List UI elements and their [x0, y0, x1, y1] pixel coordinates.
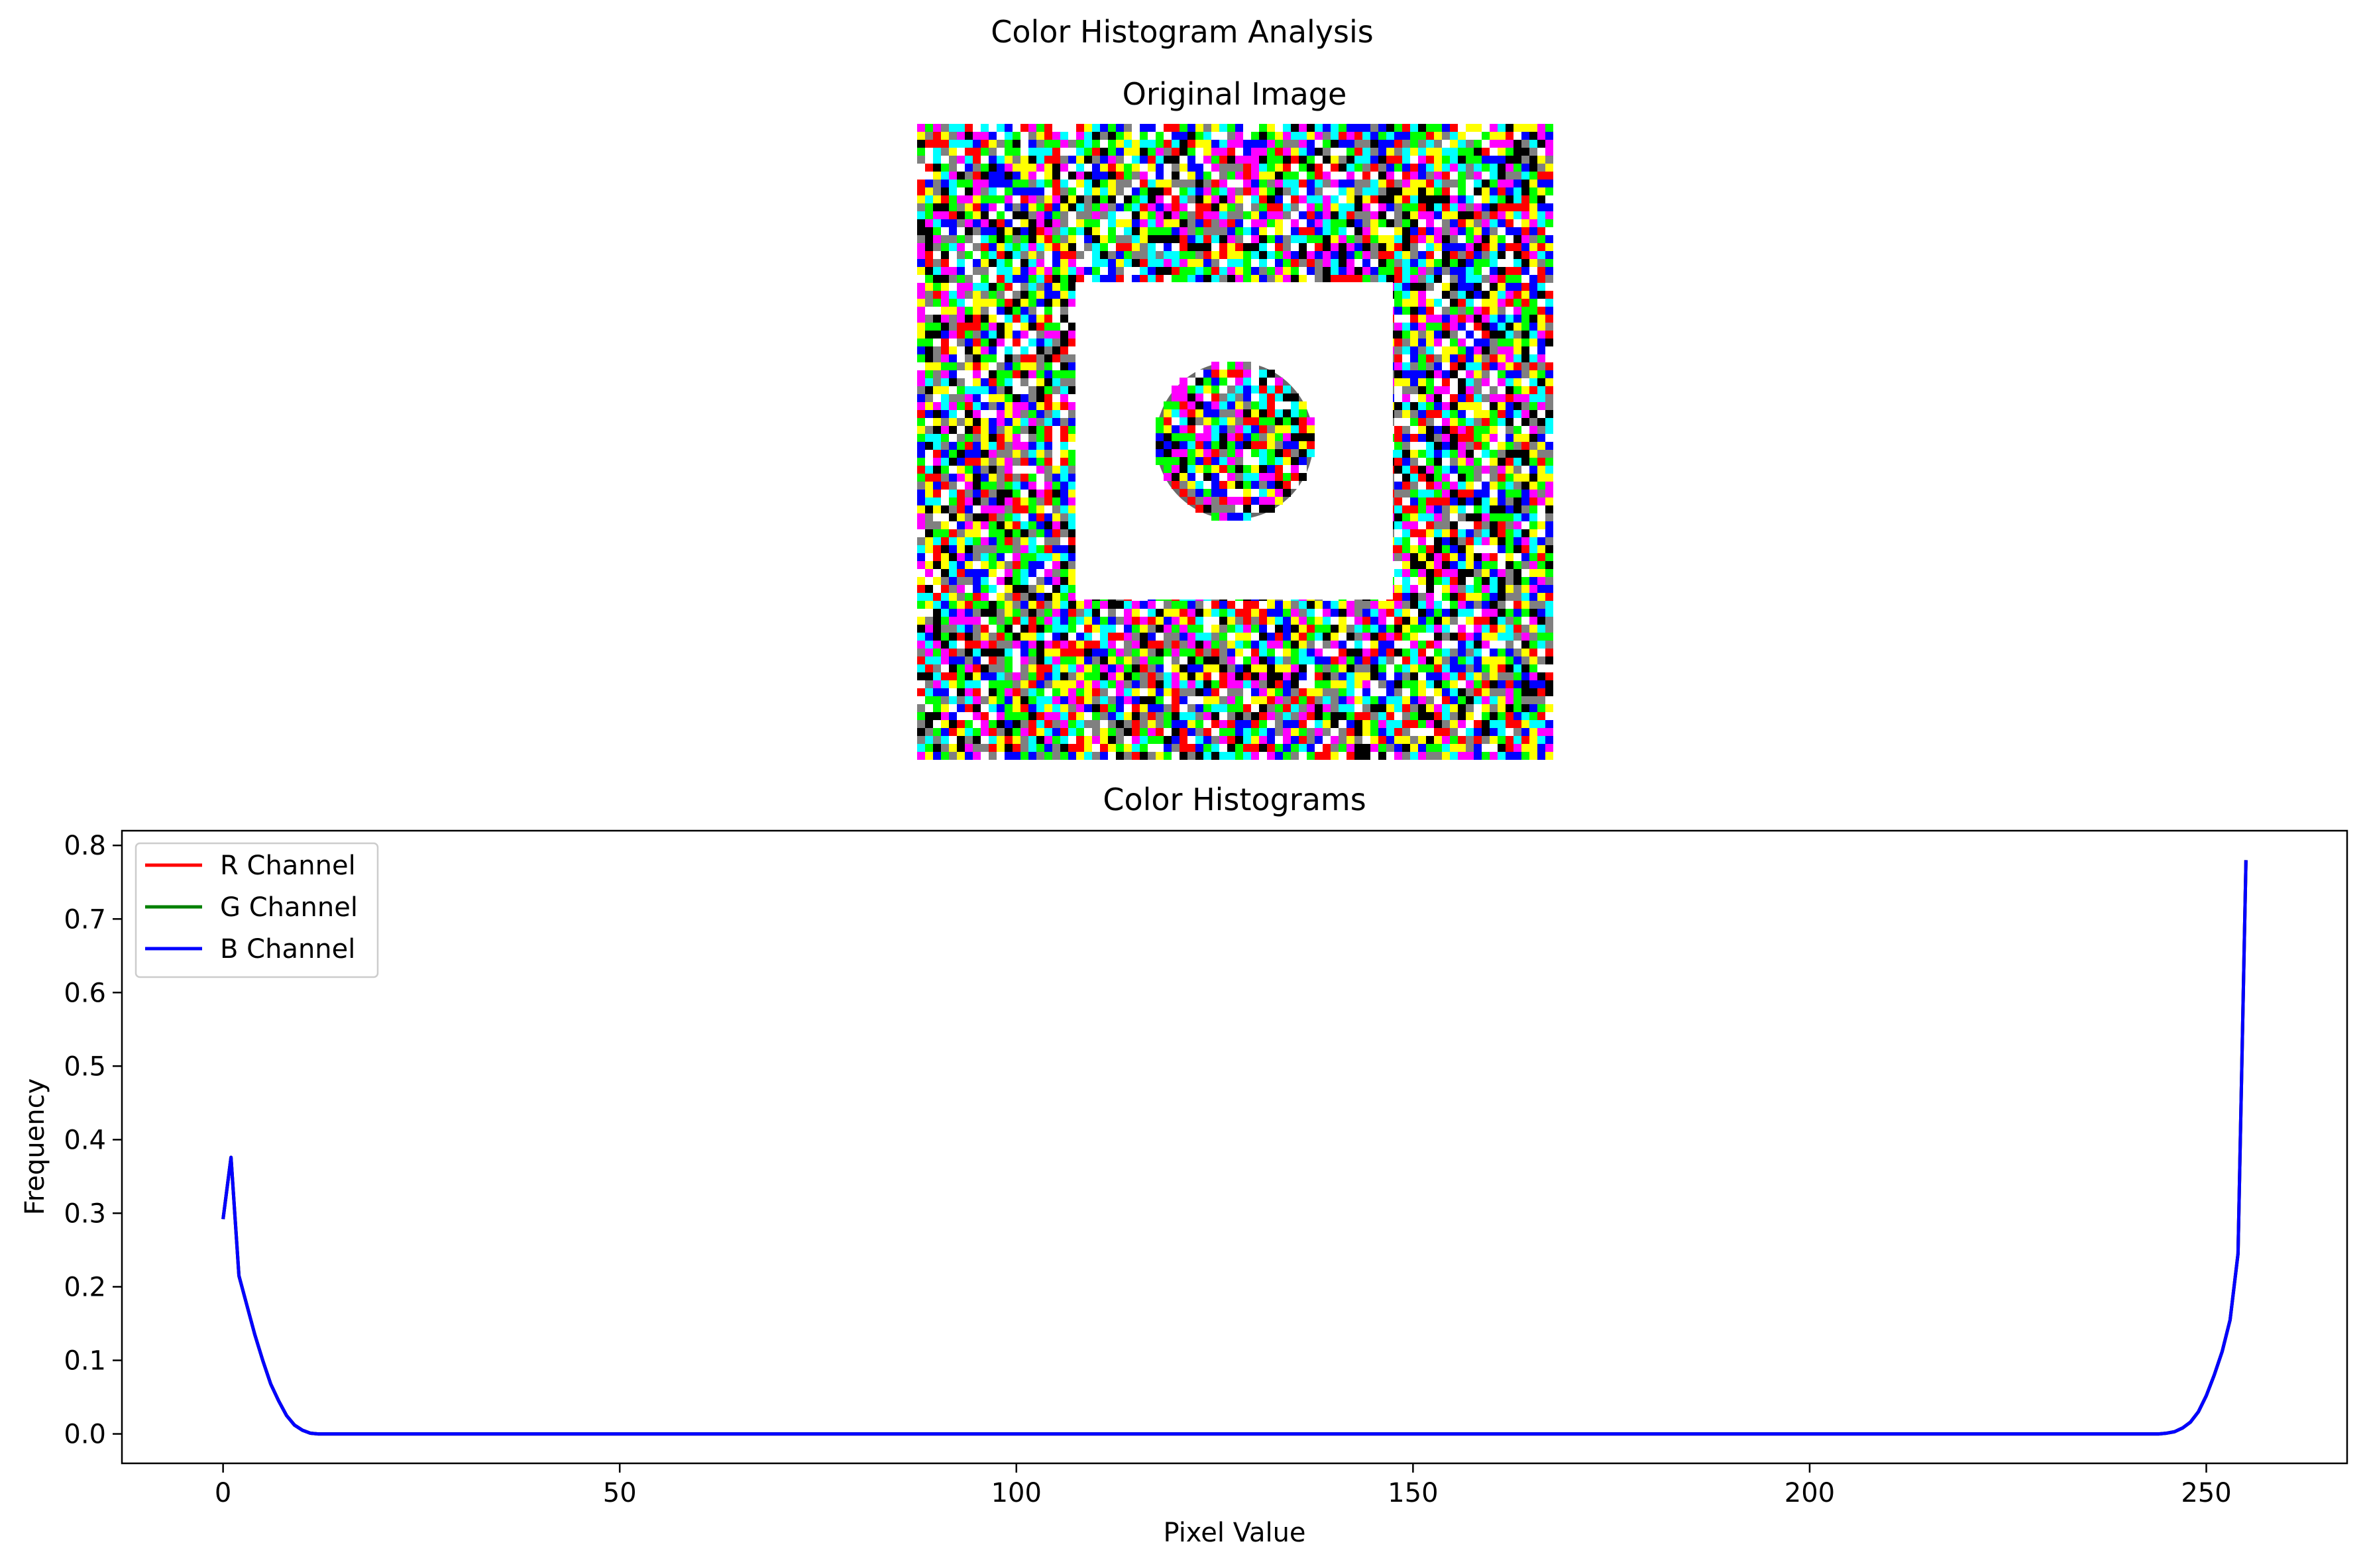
x-tick-label: 100	[991, 1478, 1042, 1508]
circle-noise-pattern	[1156, 362, 1315, 521]
y-tick-label: 0.4	[64, 1125, 106, 1155]
x-axis-label: Pixel Value	[1163, 1518, 1305, 1548]
x-tick-label: 0	[215, 1478, 231, 1508]
legend-label: G Channel	[220, 892, 358, 923]
y-tick-label: 0.5	[64, 1051, 106, 1082]
y-tick-label: 0.1	[64, 1346, 106, 1377]
x-tick-label: 150	[1388, 1478, 1438, 1508]
y-tick-label: 0.3	[64, 1198, 106, 1229]
y-tick-label: 0.0	[64, 1420, 106, 1450]
x-tick-label: 200	[1785, 1478, 1835, 1508]
chart-title: Color Histograms	[1103, 782, 1366, 817]
y-tick-label: 0.8	[64, 831, 106, 861]
y-tick-label: 0.7	[64, 904, 106, 935]
y-axis: 0.0 0.1 0.2 0.3 0.4 0.5 0.6 0.7 0.8	[64, 831, 122, 1450]
y-axis-label: Frequency	[20, 1078, 50, 1216]
legend-label: R Channel	[220, 851, 356, 881]
x-tick-label: 250	[2181, 1478, 2231, 1508]
plot-area	[221, 860, 2248, 1436]
legend-box	[135, 842, 379, 978]
y-tick-label: 0.2	[64, 1272, 106, 1302]
legend-label: B Channel	[220, 934, 355, 965]
legend: R Channel G Channel B Channel	[135, 842, 379, 978]
image-panel-title: Original Image	[1123, 76, 1347, 112]
original-image	[917, 124, 1553, 760]
x-tick-label: 50	[603, 1478, 637, 1508]
axes-frame	[121, 829, 2348, 1465]
series-line-b-channel	[221, 860, 2248, 1436]
y-tick-label: 0.6	[64, 978, 106, 1008]
figure-suptitle: Color Histogram Analysis	[991, 14, 1374, 50]
x-axis: 0 50 100 150 200 250	[215, 1463, 2232, 1508]
